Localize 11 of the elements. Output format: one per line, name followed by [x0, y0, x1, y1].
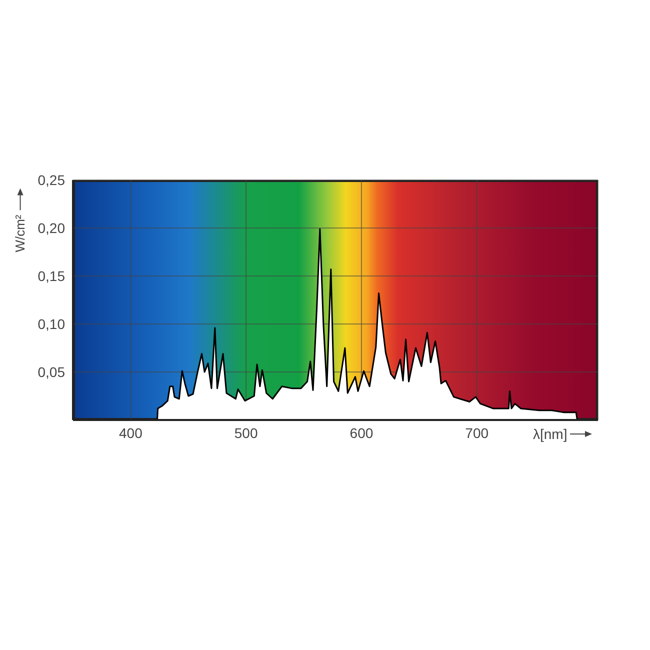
x-tick-label: 500: [234, 424, 258, 441]
y-axis-title: W/cm²: [12, 214, 28, 252]
y-tick-label: 0,05: [38, 364, 66, 380]
x-axis-title: λ[nm]: [533, 426, 568, 442]
x-tick-label: 700: [465, 424, 489, 441]
y-tick-label: 0,15: [38, 268, 66, 284]
x-tick-label: 400: [119, 424, 143, 441]
y-tick-label: 0,25: [38, 172, 66, 188]
x-tick-label: 600: [350, 424, 374, 441]
y-tick-label: 0,10: [38, 316, 66, 332]
y-tick-label: 0,20: [38, 220, 66, 236]
